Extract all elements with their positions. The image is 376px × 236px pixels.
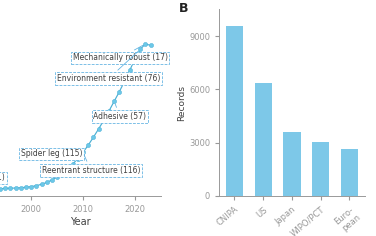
Point: [2, 187, 8, 190]
Text: Reentrant structure (116): Reentrant structure (116): [41, 155, 140, 175]
Bar: [283, 132, 300, 196]
Point: [80, 151, 86, 154]
Bar: [312, 142, 329, 196]
Text: B: B: [178, 2, 188, 15]
Text: Spider leg (115): Spider leg (115): [21, 149, 82, 158]
Text: Mechanically robust (17): Mechanically robust (17): [73, 45, 168, 62]
Point: [127, 68, 133, 72]
Point: [96, 127, 102, 131]
Point: [49, 178, 55, 182]
Bar: [341, 149, 358, 196]
Point: [117, 90, 123, 93]
Point: [111, 99, 117, 103]
Text: Environment resistant (76): Environment resistant (76): [57, 51, 161, 83]
Point: [12, 186, 18, 190]
Point: [0, 187, 3, 190]
Point: [90, 135, 96, 139]
Point: [59, 172, 65, 175]
Point: [70, 162, 76, 166]
Point: [64, 167, 70, 171]
Bar: [255, 83, 272, 196]
Point: [75, 157, 81, 160]
Point: [137, 48, 143, 51]
Point: [18, 186, 24, 190]
Text: (1): (1): [0, 173, 6, 189]
Point: [44, 181, 50, 184]
Point: [33, 184, 39, 188]
Point: [8, 186, 14, 190]
Point: [28, 185, 34, 189]
Point: [147, 43, 153, 47]
Point: [23, 185, 29, 189]
Y-axis label: Records: Records: [177, 85, 186, 121]
Point: [38, 182, 44, 186]
Point: [106, 109, 112, 113]
Point: [101, 118, 107, 122]
Point: [85, 143, 91, 147]
X-axis label: Year: Year: [70, 217, 91, 227]
Text: Adhesive (57): Adhesive (57): [93, 104, 146, 121]
Point: [143, 42, 149, 46]
Point: [54, 175, 60, 179]
Point: [121, 79, 127, 83]
Bar: [226, 26, 243, 196]
Point: [132, 57, 138, 61]
